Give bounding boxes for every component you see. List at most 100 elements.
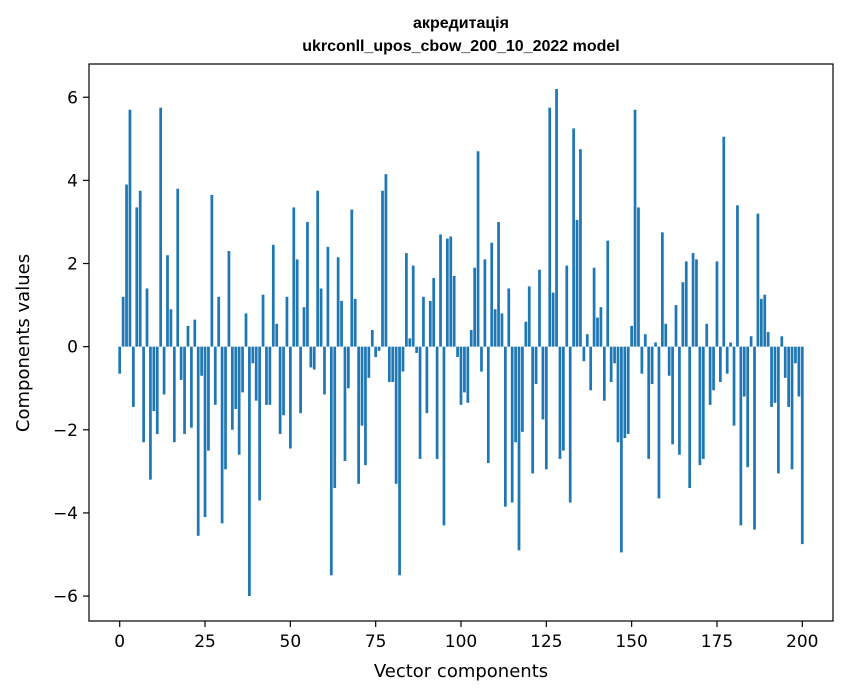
bar: [473, 267, 477, 347]
bar: [367, 346, 371, 378]
x-tick-label: 0: [114, 632, 125, 652]
bar: [555, 88, 558, 347]
bar: [152, 346, 156, 412]
bar: [490, 242, 494, 347]
bar: [524, 321, 528, 347]
bar: [780, 336, 784, 347]
bar: [596, 317, 599, 347]
bar: [510, 346, 514, 503]
bar: [739, 346, 743, 526]
bar: [698, 346, 702, 466]
bar: [391, 346, 395, 382]
bar: [770, 346, 773, 407]
bar: [521, 346, 524, 432]
bar: [162, 346, 166, 395]
bar: [800, 346, 804, 545]
bar: [787, 346, 790, 407]
bar: [678, 346, 681, 455]
bar: [657, 346, 661, 499]
bar: [384, 174, 388, 347]
bar: [128, 109, 132, 347]
bar: [538, 269, 541, 347]
bar: [295, 259, 299, 347]
bar: [691, 253, 695, 347]
bar: [551, 292, 555, 347]
bar: [620, 346, 623, 553]
bar: [729, 342, 732, 347]
y-axis-label: Components values: [13, 254, 34, 432]
bar: [660, 232, 664, 347]
chart-subtitle: ukrconll_upos_cbow_200_10_2022 model: [302, 38, 619, 55]
bar: [432, 278, 436, 347]
bar: [309, 346, 313, 368]
bar: [548, 107, 552, 347]
bar: [756, 213, 760, 347]
x-tick-label: 50: [280, 632, 302, 652]
bar: [749, 336, 753, 347]
bar: [759, 298, 763, 347]
bar: [299, 346, 302, 414]
bar: [418, 346, 422, 459]
bar: [364, 346, 367, 466]
bar: [463, 346, 466, 393]
bar: [514, 346, 517, 443]
bar: [387, 346, 391, 382]
bar: [609, 346, 613, 382]
bar: [483, 259, 487, 347]
bar: [773, 346, 777, 403]
chart-title: акредитація: [413, 15, 509, 32]
bar: [565, 265, 569, 347]
bar: [132, 346, 135, 407]
bar: [705, 323, 709, 347]
bar: [469, 330, 473, 347]
bar: [248, 346, 251, 597]
bar: [695, 259, 698, 347]
bar: [405, 253, 408, 347]
bar: [790, 346, 794, 470]
bar: [722, 136, 726, 347]
bar: [794, 346, 797, 364]
bar: [671, 346, 674, 445]
bar: [193, 319, 197, 347]
bar: [777, 346, 780, 474]
bar: [196, 346, 200, 536]
bar: [742, 346, 746, 397]
bar: [715, 261, 719, 347]
x-tick-label: 175: [701, 632, 733, 652]
bar: [282, 346, 285, 416]
bar: [640, 346, 644, 374]
bar: [712, 346, 715, 391]
bar: [606, 240, 610, 347]
bar: [725, 346, 729, 374]
y-tick-label: −4: [53, 504, 78, 524]
y-ticks-group: −6 −4 −2 0 2 4 6: [53, 88, 89, 607]
bar: [568, 346, 572, 503]
bar: [613, 346, 616, 364]
bar: [504, 346, 507, 507]
bar: [316, 190, 320, 347]
bar: [527, 286, 531, 347]
bar: [142, 346, 145, 443]
bar: [329, 346, 333, 576]
bar: [582, 346, 586, 362]
bar: [452, 275, 456, 347]
bar: [630, 325, 634, 347]
bar: [456, 346, 459, 358]
y-tick-label: −2: [53, 421, 78, 441]
bar: [357, 346, 360, 484]
bar: [589, 346, 593, 391]
bar: [227, 251, 231, 347]
bar: [466, 346, 470, 403]
bar: [534, 346, 538, 385]
bar: [121, 296, 125, 347]
bar: [183, 346, 186, 434]
bar: [531, 346, 535, 474]
bar: [271, 244, 275, 347]
x-tick-label: 125: [530, 632, 562, 652]
bar: [347, 346, 350, 389]
bar: [783, 346, 787, 378]
bar: [753, 346, 756, 530]
bar: [681, 282, 685, 347]
bar: [633, 109, 637, 347]
bar: [323, 346, 326, 395]
